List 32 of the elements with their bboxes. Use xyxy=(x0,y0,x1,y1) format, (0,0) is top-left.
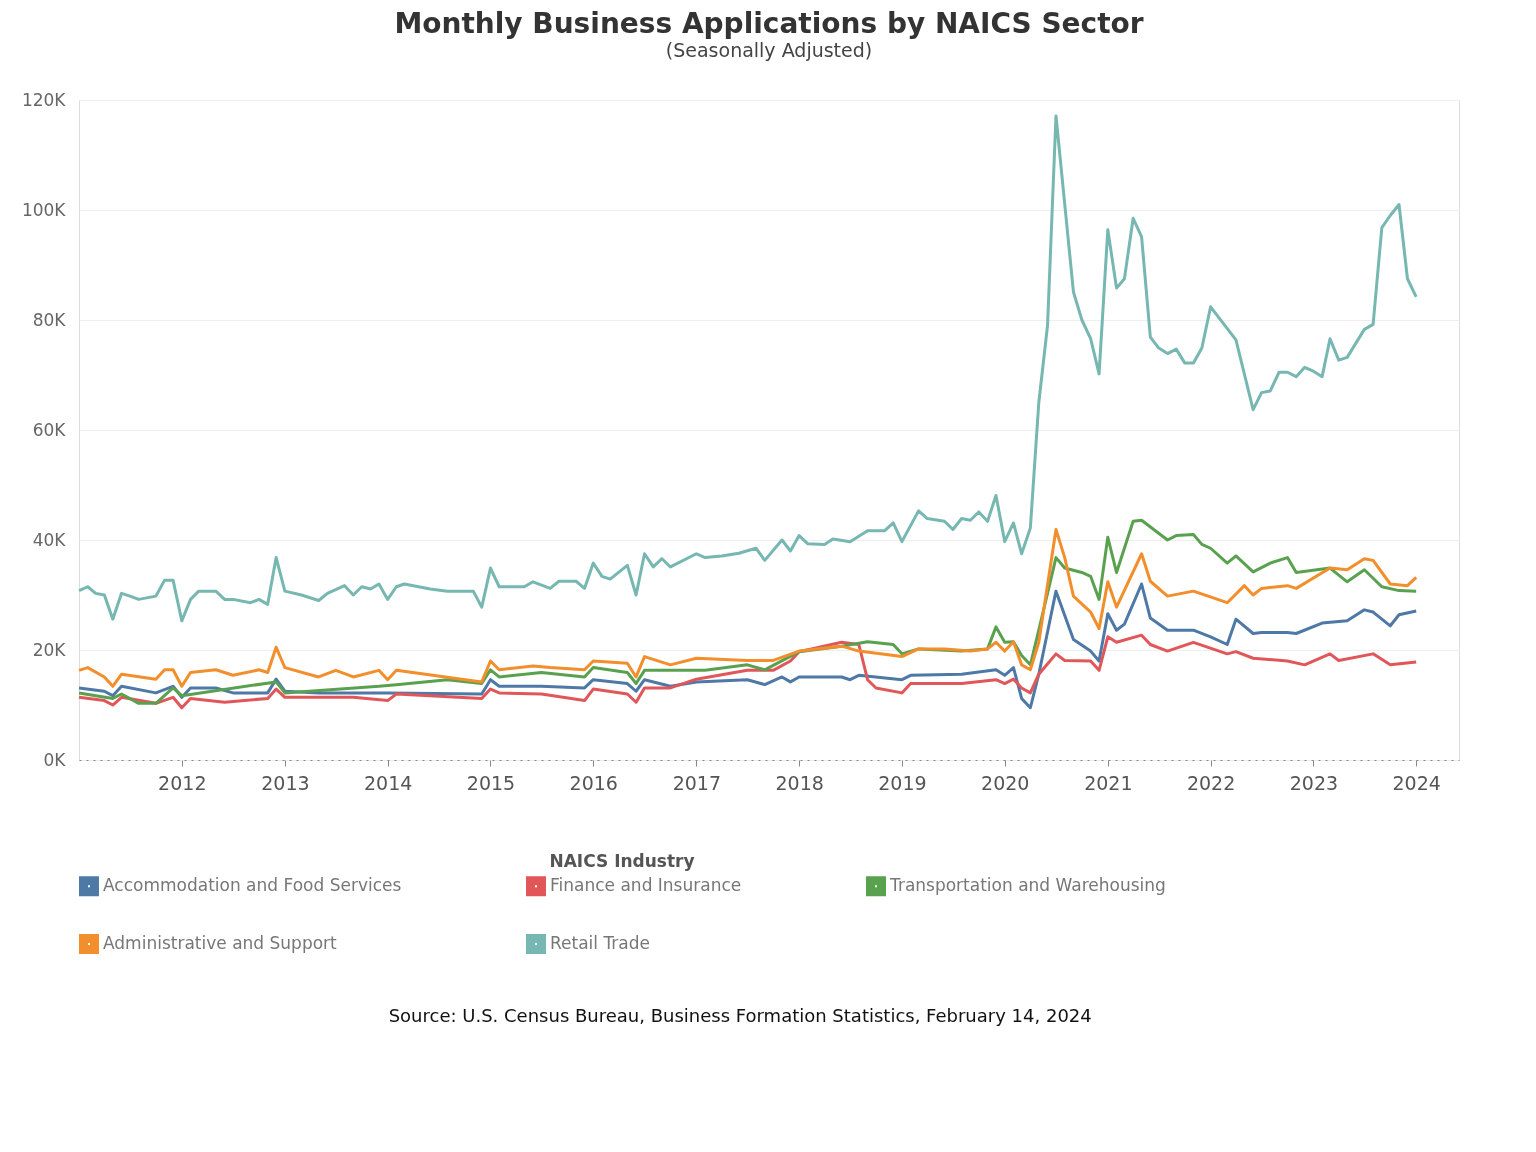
x-tick-label: 2017 xyxy=(672,771,722,794)
legend-label: Retail Trade xyxy=(550,933,650,953)
x-tick-label: 2019 xyxy=(878,771,927,794)
y-tick-label: 40K xyxy=(32,529,67,550)
x-tick-label: 2014 xyxy=(363,771,413,794)
x-tick-label: 2018 xyxy=(775,771,824,794)
x-tick-label: 2022 xyxy=(1186,771,1236,794)
y-tick-label: 60K xyxy=(32,419,67,440)
x-tick-label: 2016 xyxy=(569,771,618,794)
x-tick-label: 2021 xyxy=(1084,771,1133,794)
line-series xyxy=(77,582,1418,710)
x-tick-label: 2020 xyxy=(981,771,1030,794)
x-tick-label: 2013 xyxy=(261,771,310,794)
x-tick-label: 2023 xyxy=(1289,771,1339,794)
x-tick-label: 2015 xyxy=(466,771,516,794)
chart-title: Monthly Business Applications by NAICS Sector xyxy=(394,7,1144,40)
x-tick-label: 2024 xyxy=(1392,771,1441,794)
line-series xyxy=(77,633,1418,710)
y-tick-label: 100K xyxy=(21,199,67,220)
y-tick-label: 120K xyxy=(21,89,67,110)
y-tick-label: 80K xyxy=(32,309,67,330)
chart-subtitle: (Seasonally Adjusted) xyxy=(665,39,873,61)
x-tick-label: 2012 xyxy=(158,771,207,794)
y-tick-label: 20K xyxy=(32,639,67,660)
legend-label: Transportation and Warehousing xyxy=(889,875,1166,896)
legend-label: Accommodation and Food Services xyxy=(103,875,402,896)
y-tick-label: 0K xyxy=(43,749,67,770)
legend-label: Finance and Insurance xyxy=(550,875,742,896)
line-series xyxy=(77,114,1418,623)
source-note: Source: U.S. Census Bureau, Business Formation Statistics, February 14, 2024 xyxy=(388,1005,1092,1026)
legend-label: Administrative and Support xyxy=(103,933,338,953)
legend-title: NAICS Industry xyxy=(549,851,695,871)
